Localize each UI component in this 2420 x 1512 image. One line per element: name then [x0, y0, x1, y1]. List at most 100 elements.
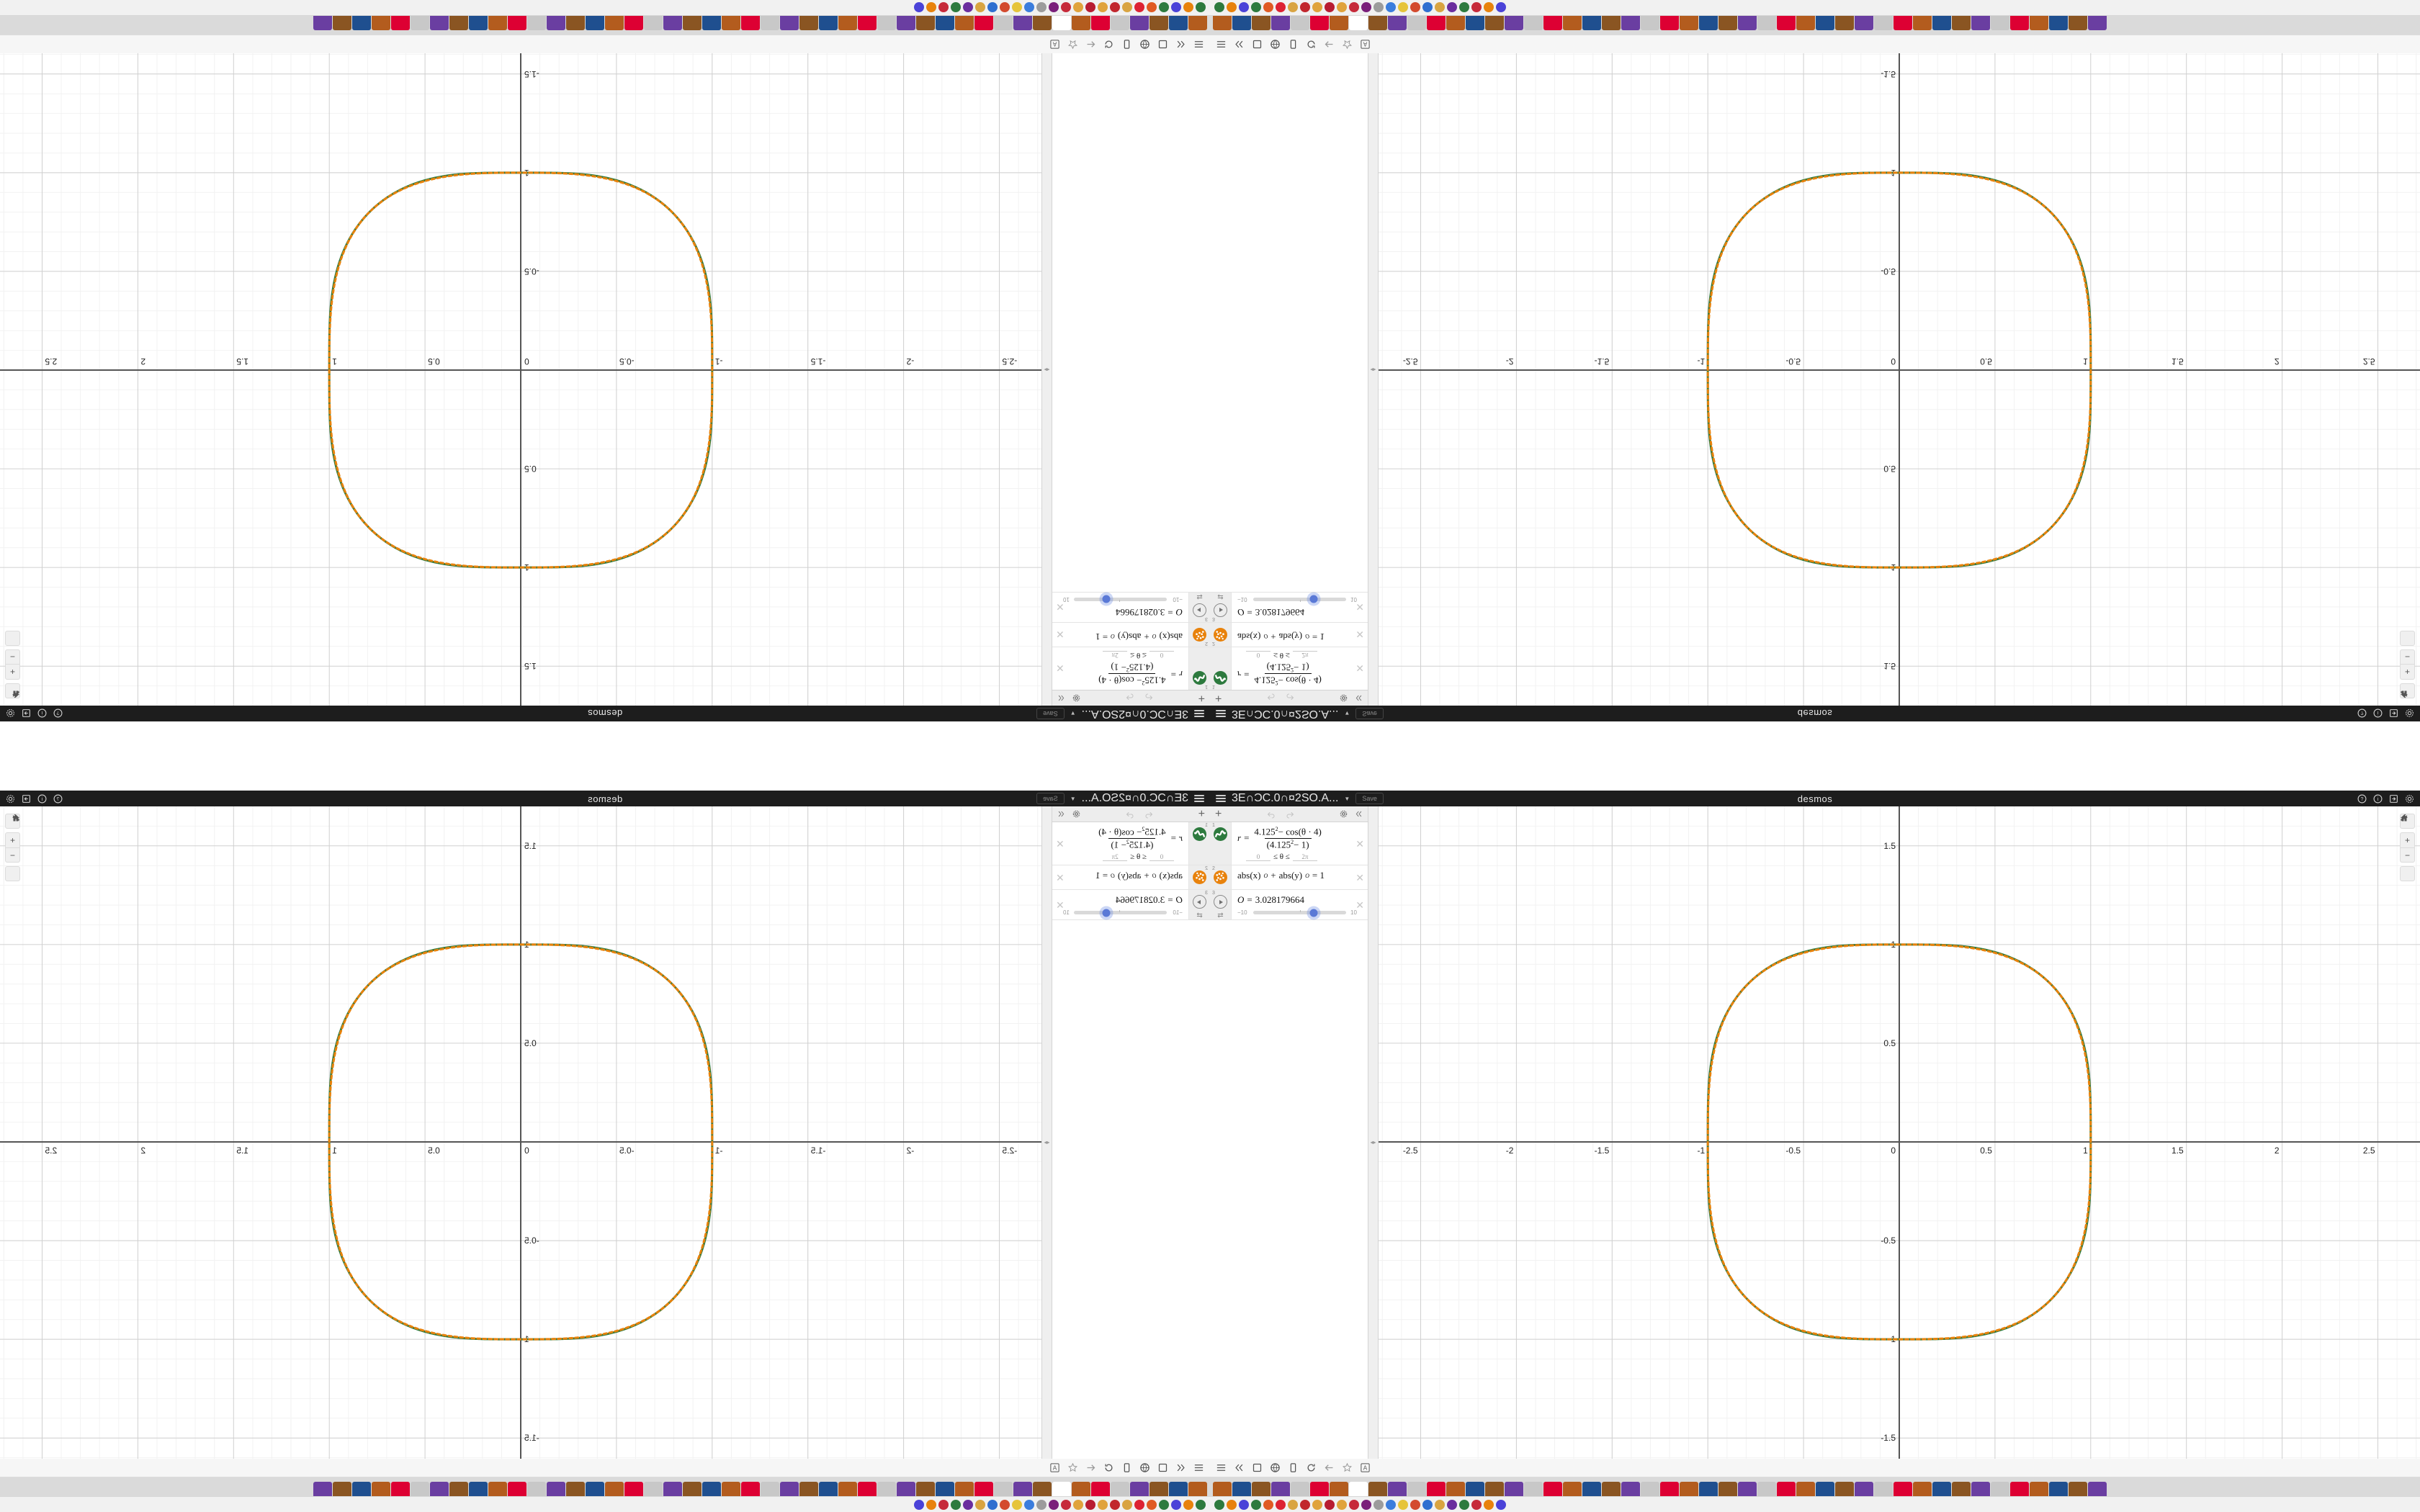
panel-resize-handle[interactable]: ◂▸: [1368, 35, 1379, 706]
browser-tab[interactable]: [1777, 1482, 1796, 1496]
variable-value[interactable]: 3.028179664: [1255, 606, 1304, 618]
translate-icon[interactable]: A: [1360, 1462, 1371, 1473]
browser-tab[interactable]: [1660, 16, 1679, 30]
browser-tab[interactable]: [1052, 16, 1071, 30]
dotted-icon[interactable]: [1214, 870, 1227, 885]
graph-title[interactable]: 3E∩ƆC.0∩¤2SO.A...: [1232, 792, 1339, 804]
chevron-double-left-icon[interactable]: [1057, 694, 1065, 702]
graph-canvas[interactable]: -2.5 -2 -1.5 -1 -0.5 0.5 1 1.5 2 2.5 0 -1.5 -1 -0.5 0.…: [1379, 35, 2420, 706]
tab-favicon[interactable]: [1312, 2, 1322, 12]
loop-icon[interactable]: ⇄: [1217, 592, 1224, 600]
graph-title[interactable]: 3E∩ƆC.0∩¤2SO.A...: [1081, 708, 1188, 720]
loop-icon[interactable]: ⇄: [1217, 912, 1224, 920]
browser-tab[interactable]: [916, 1482, 935, 1496]
expression-row[interactable]: 2: [1052, 621, 1210, 647]
tab-favicon[interactable]: [1098, 1500, 1108, 1510]
question-icon[interactable]: ?: [2357, 794, 2367, 804]
tab-favicon[interactable]: [1110, 2, 1120, 12]
browser-tab[interactable]: [352, 1482, 371, 1496]
chevron-double-left-icon[interactable]: [1175, 39, 1186, 50]
redo-icon[interactable]: [1126, 810, 1134, 819]
tab-favicon[interactable]: [1312, 1500, 1322, 1510]
browser-tab[interactable]: [1291, 1482, 1309, 1496]
save-button[interactable]: Save: [1036, 708, 1065, 719]
browser-tab[interactable]: [741, 16, 760, 30]
tab-favicon[interactable]: [1471, 2, 1482, 12]
tab-favicon[interactable]: [1000, 1500, 1010, 1510]
reader-icon[interactable]: [1121, 1462, 1132, 1473]
row-content[interactable]: r = 4.1252− cos(θ · 4) (4.1252− 1) 0: [1052, 647, 1188, 690]
expression-row[interactable]: 3 ⇄ O = 3.028179664: [1210, 890, 1368, 921]
tab-favicon[interactable]: [926, 1500, 936, 1510]
home-icon[interactable]: [5, 631, 20, 698]
hamburger-icon[interactable]: [1216, 1462, 1227, 1473]
browser-tab[interactable]: [1072, 16, 1090, 30]
browser-tab[interactable]: [624, 1482, 643, 1496]
tab-favicon[interactable]: [963, 2, 973, 12]
chevron-double-left-icon[interactable]: [1355, 694, 1363, 702]
tab-favicon[interactable]: [1459, 2, 1469, 12]
browser-tab[interactable]: [527, 1482, 546, 1496]
undo-icon[interactable]: [1267, 810, 1276, 819]
browser-tab[interactable]: [838, 1482, 857, 1496]
bookmark-star-icon[interactable]: [1342, 1462, 1353, 1473]
browser-tab[interactable]: [877, 16, 896, 30]
redo-icon[interactable]: [1126, 694, 1134, 703]
tab-favicon[interactable]: [1061, 2, 1071, 12]
browser-tab[interactable]: [1680, 16, 1698, 30]
browser-tab[interactable]: [1169, 1482, 1188, 1496]
graph-canvas[interactable]: -2.5 -2 -1.5 -1 -0.5 0.5 1 1.5 2 2.5 0 -1.5 -1 -0.5 0.…: [1379, 806, 2420, 1477]
close-icon[interactable]: ✕: [1056, 662, 1065, 675]
browser-tab[interactable]: [780, 1482, 799, 1496]
reload-icon[interactable]: [1103, 1462, 1114, 1473]
hamburger-icon[interactable]: [1194, 795, 1204, 802]
browser-tab[interactable]: [1641, 1482, 1659, 1496]
tab-favicon[interactable]: [1024, 2, 1034, 12]
close-icon[interactable]: ✕: [1355, 837, 1364, 850]
tab-favicon[interactable]: [1012, 1500, 1022, 1510]
browser-tab[interactable]: [1757, 1482, 1776, 1496]
translate-icon[interactable]: A: [1049, 1462, 1060, 1473]
slider-max-label[interactable]: 10: [1350, 909, 1357, 917]
slider-min-label[interactable]: −10: [1173, 909, 1183, 917]
tab-favicon[interactable]: [1288, 2, 1298, 12]
browser-tab[interactable]: [313, 16, 332, 30]
browser-tab[interactable]: [1349, 1482, 1368, 1496]
hamburger-icon[interactable]: [1216, 795, 1226, 802]
extension-icon[interactable]: [1252, 39, 1263, 50]
domain-min-field[interactable]: 0: [1246, 853, 1270, 861]
variable-value[interactable]: 3.028179664: [1255, 894, 1304, 906]
browser-tab[interactable]: [333, 16, 351, 30]
chevron-double-left-icon[interactable]: [1234, 39, 1245, 50]
browser-tab[interactable]: [838, 16, 857, 30]
browser-tab[interactable]: [702, 1482, 721, 1496]
extension-icon[interactable]: [1157, 1462, 1168, 1473]
browser-tab[interactable]: [1111, 1482, 1129, 1496]
browser-tab[interactable]: [1213, 16, 1232, 30]
browser-tab[interactable]: [1582, 16, 1601, 30]
browser-tab[interactable]: [1368, 1482, 1387, 1496]
tab-favicon[interactable]: [1085, 2, 1095, 12]
browser-tab[interactable]: [2069, 1482, 2087, 1496]
slider-track[interactable]: [1074, 595, 1167, 603]
browser-tab[interactable]: [1894, 16, 1912, 30]
chevron-double-left-icon[interactable]: [1175, 1462, 1186, 1473]
globe-icon[interactable]: [1270, 1462, 1281, 1473]
tab-favicon[interactable]: [1263, 1500, 1273, 1510]
browser-tab[interactable]: [508, 1482, 526, 1496]
browser-tab[interactable]: [469, 1482, 488, 1496]
browser-tab[interactable]: [508, 16, 526, 30]
tab-favicon[interactable]: [1288, 1500, 1298, 1510]
tab-favicon[interactable]: [1325, 2, 1335, 12]
tab-favicon[interactable]: [1214, 1500, 1224, 1510]
globe-icon[interactable]: [1139, 1462, 1150, 1473]
tab-favicon[interactable]: [975, 1500, 985, 1510]
tab-favicon[interactable]: [1459, 1500, 1469, 1510]
slider-min-label[interactable]: −10: [1173, 595, 1183, 603]
slider-track[interactable]: [1074, 909, 1167, 917]
zoom-in-button[interactable]: +: [2400, 832, 2415, 847]
expression-row[interactable]: 2: [1210, 865, 1368, 891]
back-arrow-icon[interactable]: [1085, 39, 1096, 50]
reader-icon[interactable]: [1288, 1462, 1299, 1473]
bookmark-star-icon[interactable]: [1342, 39, 1353, 50]
